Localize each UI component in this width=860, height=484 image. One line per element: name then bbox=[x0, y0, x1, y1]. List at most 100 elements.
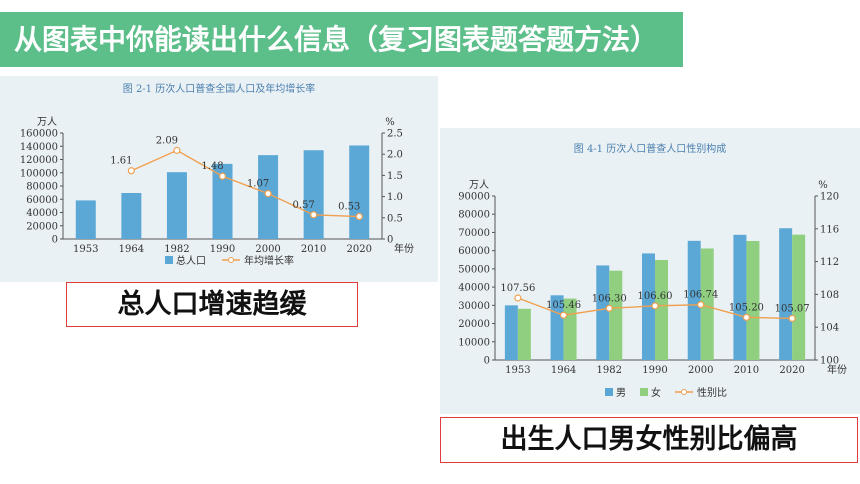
line-point-1982 bbox=[605, 304, 613, 312]
y2-tick-label: 104 bbox=[820, 323, 839, 334]
y2-tick-label: 112 bbox=[820, 257, 839, 268]
y-tick-label: 160000 bbox=[20, 129, 58, 140]
y-tick-label: 0 bbox=[52, 235, 58, 246]
line-年均增长率 bbox=[131, 149, 360, 218]
line-data-label: 106.60 bbox=[638, 291, 673, 302]
x-tick-label: 1964 bbox=[551, 365, 576, 376]
x-tick-label: 2010 bbox=[301, 244, 326, 255]
x-tick-label: 1964 bbox=[119, 244, 144, 255]
bar-总人口-1964 bbox=[121, 192, 142, 239]
y-tick-label: 60000 bbox=[458, 246, 490, 257]
bar-女-1990 bbox=[655, 259, 668, 360]
line-data-label: 106.74 bbox=[683, 290, 718, 301]
population-chart-panel: 图 2-1 历次人口普查全国人口及年均增长率 万人% 0 20000 40000 6000… bbox=[0, 76, 438, 282]
y-axis-unit: 万人 bbox=[469, 179, 489, 191]
line-data-label: 105.07 bbox=[775, 303, 810, 314]
x-tick-label: 2010 bbox=[734, 365, 759, 376]
legend-swatch-男 bbox=[605, 388, 613, 396]
y-tick-label: 40000 bbox=[458, 283, 490, 294]
y2-tick-label: 2.5 bbox=[387, 129, 403, 140]
y2-tick-label: 0.5 bbox=[387, 213, 403, 224]
chart-title: 图 4-1 历次人口普查人口性别构成 bbox=[574, 142, 726, 155]
page-title: 从图表中你能读出什么信息（复习图表题答题方法） bbox=[14, 23, 659, 56]
line-data-label: 1.61 bbox=[110, 156, 132, 167]
x-tick-label: 2000 bbox=[688, 365, 713, 376]
bar-女-2010 bbox=[746, 241, 760, 360]
legend-swatch-总人口 bbox=[165, 256, 173, 264]
line-data-label: 105.46 bbox=[546, 300, 581, 311]
y-tick-label: 0 bbox=[484, 356, 490, 367]
x-axis-label: 年份 bbox=[394, 242, 414, 255]
y-tick-label: 40000 bbox=[26, 208, 58, 219]
y2-tick-label: 0 bbox=[387, 235, 393, 246]
y-tick-label: 100000 bbox=[20, 168, 58, 179]
line-point-1953 bbox=[514, 294, 522, 302]
bar-总人口-1982 bbox=[166, 172, 187, 239]
legend-label-性别比: 性别比 bbox=[697, 386, 727, 399]
y2-tick-label: 1.5 bbox=[387, 171, 403, 182]
x-tick-label: 2000 bbox=[255, 244, 280, 255]
legend-swatch-女 bbox=[640, 388, 648, 396]
bar-女-1953 bbox=[517, 308, 531, 360]
y2-tick-label: 116 bbox=[820, 224, 839, 235]
legend-label-总人口: 总人口 bbox=[176, 254, 206, 267]
y2-axis-unit: % bbox=[818, 180, 828, 191]
legend-label-男: 男 bbox=[616, 387, 626, 399]
y-tick-label: 50000 bbox=[458, 264, 490, 275]
chart-title: 图 2-1 历次人口普查全国人口及年均增长率 bbox=[123, 82, 315, 95]
y-tick-label: 120000 bbox=[20, 155, 58, 166]
bar-总人口-2020 bbox=[349, 145, 370, 239]
y-tick-label: 10000 bbox=[458, 337, 490, 348]
line-data-label: 2.09 bbox=[156, 135, 178, 146]
x-tick-label: 1982 bbox=[597, 365, 622, 376]
y2-tick-label: 2.0 bbox=[387, 150, 403, 161]
line-point-2020 bbox=[788, 314, 796, 323]
y-tick-label: 140000 bbox=[20, 142, 58, 153]
line-data-label: 0.53 bbox=[338, 202, 360, 213]
line-point-2010 bbox=[310, 211, 318, 219]
x-tick-label: 1990 bbox=[642, 365, 667, 376]
y2-axis-unit: % bbox=[385, 117, 395, 128]
caption-right: 出生人口男女性别比偏高 bbox=[440, 417, 858, 463]
line-data-label: 107.56 bbox=[500, 283, 535, 294]
y-tick-label: 80000 bbox=[26, 182, 58, 193]
line-point-1982 bbox=[173, 146, 181, 154]
bar-男-2010 bbox=[733, 234, 747, 360]
caption-left: 总人口增速趋缓 bbox=[66, 282, 358, 327]
x-tick-label: 1953 bbox=[505, 365, 530, 376]
x-tick-label: 2020 bbox=[779, 365, 804, 376]
bar-总人口-1953 bbox=[75, 200, 96, 239]
x-axis-label: 年份 bbox=[827, 363, 847, 376]
line-point-1964 bbox=[127, 167, 135, 175]
bar-总人口-1990 bbox=[212, 163, 233, 239]
y-tick-label: 20000 bbox=[458, 319, 490, 330]
x-tick-label: 1990 bbox=[210, 244, 235, 255]
bar-男-1953 bbox=[504, 305, 518, 360]
bar-女-2020 bbox=[792, 234, 806, 360]
bar-男-1982 bbox=[596, 265, 610, 360]
y2-tick-label: 100 bbox=[820, 356, 839, 367]
line-point-1964 bbox=[559, 311, 568, 319]
line-point-1990 bbox=[651, 302, 659, 310]
y2-tick-label: 1.0 bbox=[387, 192, 403, 203]
line-data-label: 1.07 bbox=[247, 179, 269, 190]
bar-女-2000 bbox=[700, 248, 714, 360]
bar-男-2020 bbox=[779, 228, 793, 360]
line-data-label: 0.57 bbox=[293, 200, 315, 211]
y-tick-label: 30000 bbox=[458, 301, 490, 312]
line-point-2010 bbox=[742, 313, 751, 321]
page-title-banner: 从图表中你能读出什么信息（复习图表题答题方法） bbox=[0, 12, 683, 67]
y-tick-label: 60000 bbox=[26, 195, 58, 206]
y-tick-label: 90000 bbox=[458, 192, 490, 203]
line-data-label: 106.30 bbox=[592, 293, 627, 304]
legend-marker-年均增长率 bbox=[228, 257, 234, 263]
line-data-label: 1.48 bbox=[201, 161, 223, 172]
line-point-1990 bbox=[218, 172, 227, 180]
bar-总人口-2010 bbox=[303, 150, 324, 239]
legend-label-女: 女 bbox=[651, 386, 661, 399]
line-data-label: 105.20 bbox=[729, 302, 764, 313]
y-tick-label: 80000 bbox=[458, 210, 490, 221]
x-tick-label: 2020 bbox=[346, 244, 371, 255]
